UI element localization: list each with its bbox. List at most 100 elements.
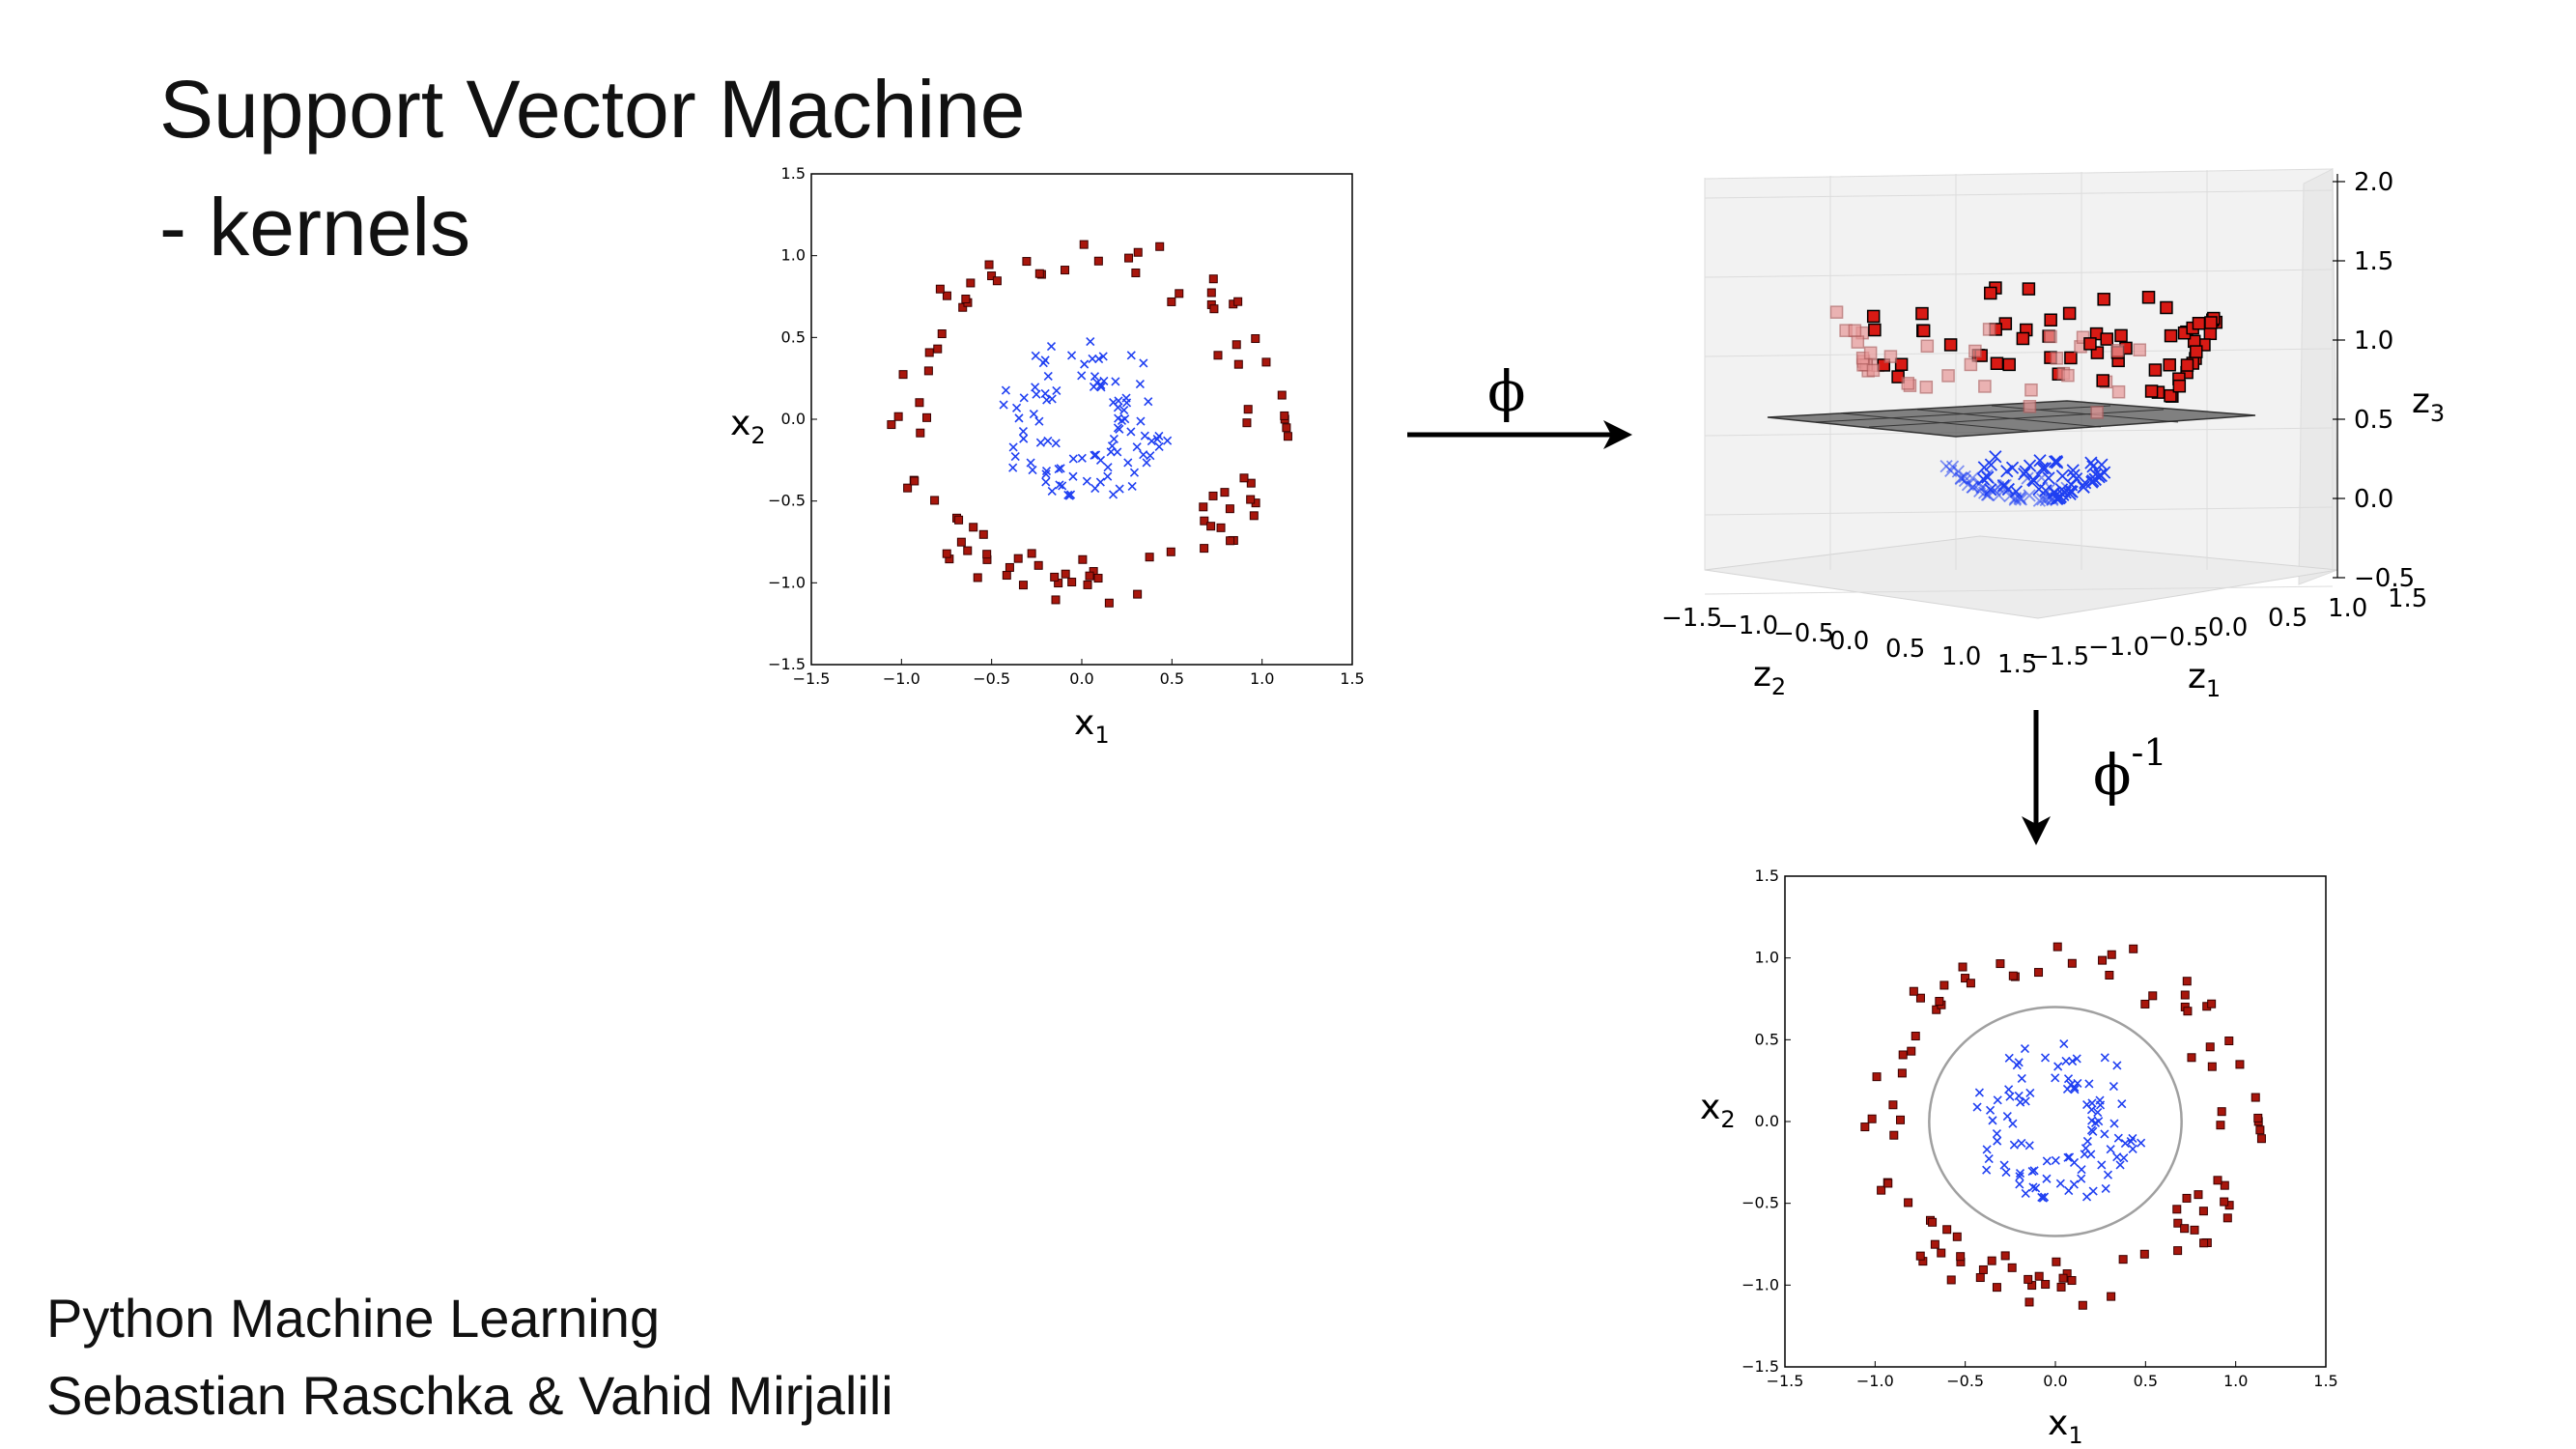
decision-boundary-inner-point xyxy=(2004,1053,2014,1063)
input-space-inner-point xyxy=(1019,434,1029,443)
input-space-outer-point xyxy=(1282,423,1291,433)
decision-boundary-inner-point xyxy=(2094,1117,2104,1126)
decision-boundary-inner-point xyxy=(2137,1138,2146,1148)
decision-boundary-inner-point xyxy=(2062,1084,2073,1094)
input-space-inner-point xyxy=(1096,383,1106,392)
input-space-inner-point xyxy=(1108,490,1118,499)
input-space-outer-point xyxy=(1225,504,1234,514)
decision-boundary-outer-point xyxy=(2140,999,2150,1009)
input-space-outer-point xyxy=(1093,574,1103,583)
input-space-inner-point xyxy=(1068,471,1078,481)
phi-arrow: ϕ xyxy=(1407,358,1632,449)
feature-space-outer-point xyxy=(2083,337,2097,351)
input-space-outer-point xyxy=(924,348,934,357)
decision-boundary-outer-point xyxy=(1909,986,1918,996)
decision-boundary-outer-point xyxy=(1911,1032,1920,1041)
input-space-plot: −1.5 −1.0 −0.5 0.0 0.5 1.0 1.5 −1.5 −1.0 −0.5 0.0 0… xyxy=(730,164,1365,749)
decision-boundary-outer-point xyxy=(2222,1213,2232,1223)
decision-boundary-outer-point xyxy=(2255,1125,2265,1135)
input-space-outer-point xyxy=(1067,578,1077,587)
input-space-outer-point xyxy=(1061,266,1070,275)
input-space-ytick-label: −0.5 xyxy=(768,492,806,510)
decision-boundary-inner-point xyxy=(2070,1082,2080,1093)
decision-boundary-inner-point xyxy=(2051,1073,2060,1083)
feature-space-z1-label: z1 xyxy=(2188,657,2221,702)
feature-space-outer-point xyxy=(1891,370,1905,384)
decision-boundary-inner-point xyxy=(2068,1056,2078,1066)
decision-boundary-outer-point xyxy=(2220,1180,2229,1190)
z3-tick-label: 0.0 xyxy=(2354,485,2393,514)
decision-boundary-outer-point xyxy=(1928,1217,1938,1227)
feature-space-inner-point xyxy=(2067,469,2081,482)
feature-space-inner-point xyxy=(1989,450,2002,464)
input-space-outer-point xyxy=(923,366,933,376)
feature-space-outer-point xyxy=(1916,324,1931,338)
decision-boundary-inner-point xyxy=(2109,1119,2119,1128)
input-space-inner-point xyxy=(1111,377,1120,386)
input-space-inner-point xyxy=(999,400,1008,410)
input-space-outer-point xyxy=(1277,390,1287,400)
feature-space-inner-point xyxy=(2023,459,2037,472)
decision-boundary-inner-point xyxy=(2031,1183,2041,1193)
feature-space-inner-point xyxy=(2001,482,2015,497)
decision-boundary-inner-point xyxy=(2061,1056,2071,1065)
decision-boundary-outer-point xyxy=(1942,1225,1952,1235)
decision-boundary-inner-point xyxy=(2088,1126,2098,1136)
input-space-outer-point xyxy=(916,428,925,438)
decision-boundary-outer-point xyxy=(1930,1239,1939,1249)
decision-boundary-inner-point xyxy=(2008,1119,2018,1128)
feature-space-outer-point xyxy=(1901,377,1915,390)
decision-boundary-outer-point xyxy=(1897,1068,1907,1078)
decision-boundary-inner-point xyxy=(1982,1145,1992,1154)
input-space-outer-point xyxy=(1251,334,1260,344)
input-space-inner-point xyxy=(1043,371,1053,382)
decision-boundary-outer-point xyxy=(2220,1197,2229,1207)
z1-tick-label: −1.0 xyxy=(2088,633,2149,662)
input-space-inner-point xyxy=(1095,477,1105,487)
input-space-outer-point xyxy=(893,412,903,421)
input-space-inner-point xyxy=(1032,389,1041,399)
input-space-inner-point xyxy=(1035,438,1045,447)
decision-boundary-plot: −1.5 −1.0 −0.5 0.0 0.5 1.0 1.5 −1.5 −1.0 −0.5 0.0 0… xyxy=(1700,867,2338,1449)
decision-boundary-outer-point xyxy=(2187,1053,2196,1063)
decision-boundary-outer-point xyxy=(1996,959,2005,969)
feature-space-grid xyxy=(1704,168,2334,595)
input-space-inner-point xyxy=(1103,463,1113,472)
input-space-outer-point xyxy=(958,302,968,312)
feature-space-inner-point xyxy=(1975,480,1989,495)
feature-space-outer-point xyxy=(2160,300,2173,315)
input-space-ytick-label: 1.0 xyxy=(781,246,806,265)
z1-tick-label: −0.5 xyxy=(2148,623,2209,652)
decision-boundary-outer-point xyxy=(2139,1249,2149,1259)
decision-boundary-inner-point xyxy=(1988,1116,1997,1125)
input-space-outer-point xyxy=(984,260,994,270)
feature-space-outer-point xyxy=(2024,383,2038,397)
input-space-inner-point xyxy=(1123,458,1133,468)
decision-boundary-inner-point xyxy=(1984,1154,1994,1164)
input-space-outer-point xyxy=(1061,569,1070,579)
decision-boundary-outer-point xyxy=(1958,962,1967,972)
back-wall xyxy=(1704,168,2338,571)
decision-boundary-xtick-label: 0.0 xyxy=(2043,1372,2067,1390)
decision-boundary-inner-point xyxy=(2004,1085,2014,1094)
input-space-inner-point xyxy=(1106,447,1116,457)
feature-space-outer-point xyxy=(2204,316,2218,329)
feature-space-inner-points xyxy=(1939,450,2111,507)
decision-boundary-inner-point xyxy=(1992,1129,2001,1139)
decision-boundary-inner-point xyxy=(2115,1160,2125,1170)
decision-boundary-outer-point xyxy=(2182,977,2192,986)
decision-boundary-outer-point xyxy=(2250,1093,2260,1102)
z2-tick-label: 1.0 xyxy=(1941,642,1981,671)
feature-space-outer-point xyxy=(2023,400,2037,413)
decision-boundary-inner-point xyxy=(1999,1160,2009,1170)
input-space-inner-point xyxy=(1146,436,1156,446)
input-space-outer-point xyxy=(1013,554,1023,563)
feature-space-outer-point xyxy=(1915,306,1929,321)
feature-space-ticks: −0.50.00.51.01.52.0−1.5−1.0−0.50.0 0.5 1.0… xyxy=(1661,168,2427,679)
feature-space-outer-point xyxy=(2141,291,2156,304)
feature-space-outer-point xyxy=(2110,344,2125,357)
decision-boundary-outer-point xyxy=(1867,1114,1877,1123)
decision-boundary-outer-point xyxy=(1915,1251,1925,1261)
decision-boundary-inner-point xyxy=(2117,1099,2127,1109)
input-space-inner-point xyxy=(1132,442,1142,452)
